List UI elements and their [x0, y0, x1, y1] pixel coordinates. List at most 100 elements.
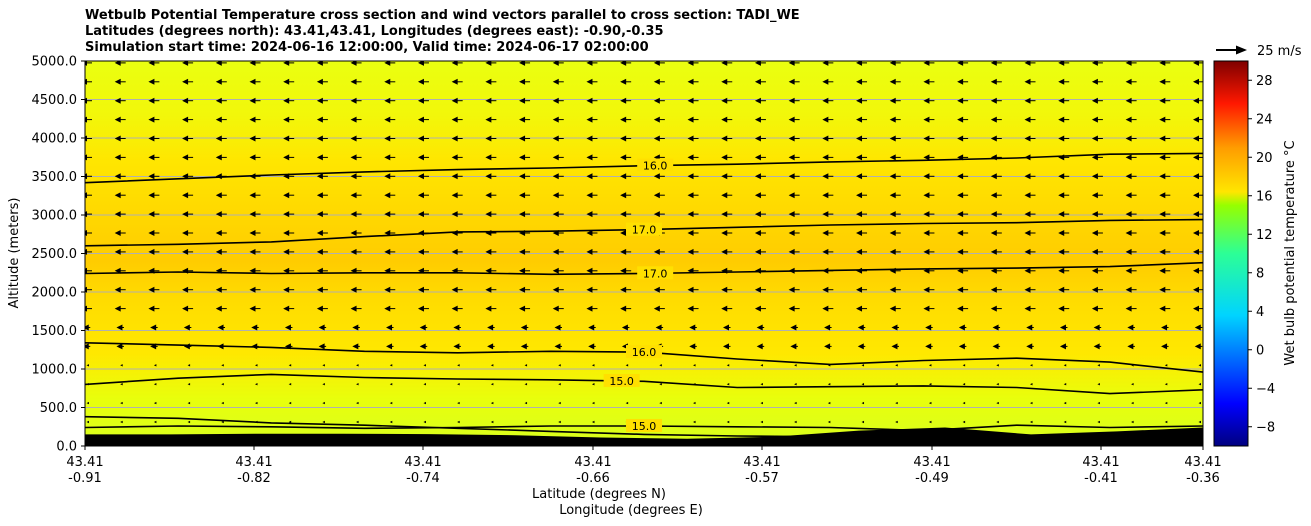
wind-vector-head [1093, 324, 1100, 331]
wind-vector-head [1159, 211, 1166, 218]
wind-vector-head [114, 78, 121, 85]
wind-vector-head [957, 230, 964, 236]
wind-vector-head [990, 78, 997, 85]
wind-vector-head [754, 230, 761, 236]
wind-vector-head [1125, 305, 1132, 312]
wind-vector-head [316, 173, 323, 180]
wind-vector-head [187, 401, 191, 405]
wind-vector-head [760, 420, 763, 424]
wind-vector-head [1024, 211, 1031, 218]
wind-vector-head [721, 97, 728, 104]
wind-vector-head [215, 97, 222, 104]
wind-vector-head [1058, 116, 1065, 123]
wind-vector-head [856, 116, 863, 123]
wind-vector-head [1125, 286, 1132, 293]
x-tick-label-lat: 43.41 [1082, 455, 1119, 470]
contour-label: 16.0 [632, 346, 657, 359]
contour-label: 16.0 [643, 160, 668, 173]
wind-vector-head [558, 401, 561, 405]
wind-vector-head [519, 267, 526, 274]
colorbar-tick-label: 24 [1256, 112, 1273, 127]
wind-vector-head [621, 324, 628, 331]
wind-vector-head [996, 401, 999, 405]
wind-vector-head [1198, 420, 1201, 424]
wind-vector-head [384, 78, 391, 85]
wind-vector-head [1024, 248, 1031, 255]
x-tick-label-lon: -0.91 [68, 471, 102, 486]
contour-label-bg [637, 158, 674, 172]
wind-vector-head [1063, 420, 1067, 424]
colorbar-tick-label: 4 [1256, 305, 1264, 320]
quiver-key-arrowhead [1236, 45, 1247, 55]
wind-vector-head [856, 248, 863, 255]
wind-vector-head [114, 305, 121, 312]
wind-vector-head [721, 78, 728, 85]
wind-vector-head [1125, 116, 1132, 123]
wind-vector-head [552, 286, 559, 293]
wind-vector-head [620, 267, 627, 274]
wind-vector-head [693, 401, 696, 405]
colorbar-ticks: 28 24 20 16 12 8 4 0 −4 −8 [1248, 74, 1275, 435]
wind-vector-head [451, 135, 458, 142]
wind-vector-head [722, 324, 729, 331]
wind-vector-head [1058, 267, 1065, 274]
wind-vector-head [721, 135, 728, 142]
wind-vector-head [928, 401, 932, 405]
wind-vector-head [316, 211, 323, 218]
wind-vector-head [148, 173, 155, 180]
wind-vector-head [1024, 135, 1031, 142]
wind-vector-head [86, 364, 89, 367]
wind-vector-head [794, 364, 797, 367]
wind-vector-head [254, 364, 258, 367]
wind-vector-head [148, 135, 155, 142]
wind-vector-head [1026, 343, 1033, 350]
wind-vector-head [1194, 324, 1201, 331]
wind-vector-head [1125, 248, 1132, 255]
wind-vector-head [417, 286, 424, 293]
wind-vector-head [923, 286, 930, 293]
wind-vector-head [85, 78, 87, 85]
wind-vector-head [1193, 97, 1199, 104]
wind-vector-head [148, 61, 155, 66]
wind-vector-head [962, 401, 966, 405]
wind-vector-head [856, 192, 863, 199]
wind-vector-head [283, 286, 290, 293]
wind-vector-head [857, 343, 864, 350]
wind-vector-head [687, 135, 694, 142]
wind-vector-head [586, 78, 593, 85]
wind-vector-head [653, 116, 660, 123]
wind-vector-head [114, 97, 121, 104]
wind-vector-head [283, 192, 290, 199]
wind-vector-head [485, 305, 492, 312]
colorbar-tick-label: −8 [1256, 420, 1275, 435]
wind-vector-head [726, 383, 730, 386]
wind-vector-head [148, 286, 155, 293]
wind-vector-head [417, 173, 424, 180]
wind-vector-head [1024, 173, 1031, 180]
wind-vector-head [1058, 78, 1065, 85]
wind-vector-head [120, 420, 123, 424]
wind-vector-head [591, 401, 595, 405]
wind-vector-head [318, 343, 325, 350]
wind-vector-head [284, 324, 291, 331]
wind-vector-head [1193, 116, 1199, 123]
wind-vector-head [591, 383, 595, 386]
contour-label-bg [603, 373, 640, 387]
wind-vector-head [788, 305, 795, 312]
wind-vector-head [182, 230, 189, 236]
contour-label: 15.0 [609, 375, 634, 388]
wind-vector-head [283, 78, 290, 85]
wind-vector-head [822, 78, 829, 85]
wind-vector-head [1159, 192, 1166, 199]
wind-vector-head [485, 78, 492, 85]
wind-vector-head [788, 192, 795, 199]
wind-vector-head [957, 97, 964, 104]
wind-vector-head [861, 364, 865, 367]
wind-vector-head [389, 383, 393, 386]
wind-vector-head [389, 401, 393, 405]
wind-vector-head [1125, 154, 1132, 161]
x-tick-label-lat: 43.41 [404, 455, 441, 470]
wind-vector-head [283, 230, 290, 236]
x-tick-label-lat: 43.41 [574, 455, 611, 470]
wind-vector-head [620, 305, 627, 312]
